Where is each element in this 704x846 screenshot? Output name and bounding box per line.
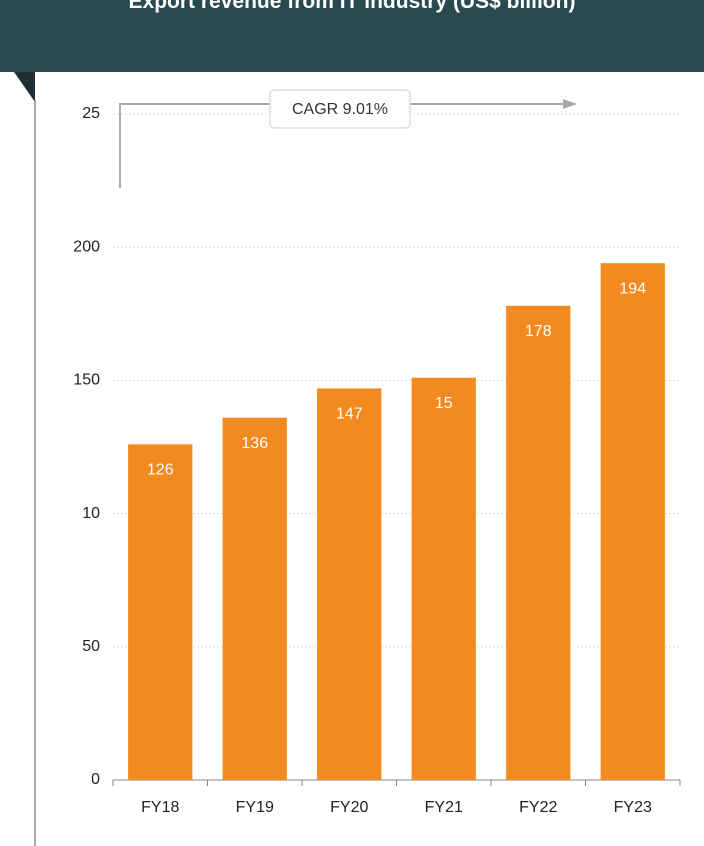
x-tick-label: FY22 [519,799,557,816]
y-tick-label: 200 [73,238,100,255]
cagr-bracket [119,103,575,188]
value-label: 15 [435,395,453,412]
bar [317,388,382,780]
x-tick-label: FY23 [614,799,652,816]
bar [222,417,287,780]
y-tick-label: 50 [82,638,100,655]
title-box: Export revenue from IT industry (US$ bil… [128,0,576,13]
x-tick-label: FY19 [236,799,274,816]
y-tick-label: 25 [82,105,100,122]
value-label: 147 [336,406,363,423]
cagr-box [269,89,411,129]
cagr-arrow [563,99,577,109]
cagr-label: CAGR 9.01% [292,101,388,118]
x-tick-label: FY20 [330,799,368,816]
bar [411,377,476,780]
x-tick-label: FY21 [425,799,463,816]
x-tick-label: FY18 [141,799,179,816]
corner-triangle [14,72,35,102]
chart-title: Export revenue from IT industry (US$ bil… [128,0,576,13]
cagr-annotation: CAGR 9.01% [119,89,577,188]
y-tick-label: 0 [91,771,100,788]
value-label: 194 [619,280,646,297]
value-label: 126 [147,462,174,479]
y-tick-label: 10 [82,505,100,522]
header-band [0,0,704,72]
bar [506,305,571,780]
bar [600,263,665,781]
bar [128,444,193,780]
value-label: 178 [525,323,552,340]
value-label: 136 [241,435,268,452]
y-tick-label: 150 [73,372,100,389]
